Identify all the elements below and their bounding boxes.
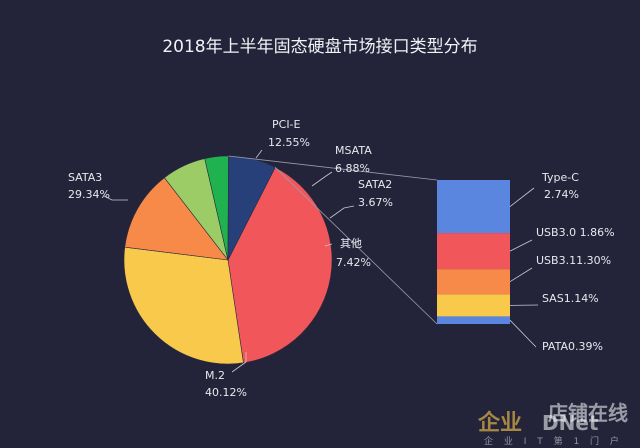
pie-value-5: 7.42% <box>336 256 371 269</box>
breakdown-leader-4 <box>509 319 537 348</box>
chart-title: 2018年上半年固态硬盘市场接口类型分布 <box>162 37 477 57</box>
breakdown-label-3: SAS1.14% <box>542 292 599 305</box>
breakdown-label-0: Type-C <box>541 171 579 184</box>
watermark-partial: 店铺在线 <box>548 401 628 425</box>
breakdown-leader-0 <box>509 187 535 207</box>
pie-value-2: 12.55% <box>268 136 310 149</box>
breakdown-leader-2 <box>509 267 533 283</box>
labels: Type-C 2.74% USB3.0 1.86% USB3.11.30% SAS1.1… <box>68 118 615 399</box>
watermark-tagline: 企 业 I T 第 1 门 户 <box>484 435 623 447</box>
pie-leader-3 <box>311 171 333 187</box>
breakdown-bar <box>228 155 510 325</box>
breakdown-label-0-value: 2.74% <box>544 188 579 201</box>
pie-label-2: PCI-E <box>272 118 301 131</box>
breakdown-segment-1 <box>437 233 510 270</box>
pie-leader-1 <box>103 195 128 201</box>
pie-slice-1 <box>123 246 244 365</box>
pie-label-1: SATA3 <box>68 171 102 184</box>
breakdown-leader-1 <box>509 239 533 252</box>
breakdown-segment-0 <box>437 180 510 234</box>
pie-value-1: 29.34% <box>68 188 110 201</box>
pie-leader-4 <box>329 205 355 219</box>
breakdown-label-2: USB3.11.30% <box>536 254 611 267</box>
pie-slice-0 <box>227 166 333 364</box>
pie-label-4: SATA2 <box>358 178 392 191</box>
pie-leader-5 <box>324 243 333 247</box>
watermark: 店铺在线 企业 DNet 企 业 I T 第 1 门 户 <box>477 401 628 447</box>
pie-label-5: 其他 <box>340 237 362 250</box>
connector-top <box>228 155 438 181</box>
breakdown-segment-4 <box>437 316 510 324</box>
watermark-logo: DNet <box>542 411 599 435</box>
pie-value-3: 6.88% <box>335 162 370 175</box>
breakdown-segment-3 <box>437 294 510 317</box>
watermark-brand: 企业 <box>477 410 522 436</box>
pie-label-0: M.2 <box>205 369 225 382</box>
breakdown-label-1: USB3.0 1.86% <box>536 226 615 239</box>
pie-label-3: MSATA <box>335 144 372 157</box>
connector-bottom <box>274 167 438 325</box>
pie-leader-2 <box>255 149 263 159</box>
breakdown-label-4: PATA0.39% <box>542 340 603 353</box>
pie-leader-0 <box>231 352 247 373</box>
breakdown-segment-2 <box>437 269 510 295</box>
pie-chart <box>123 155 333 365</box>
pie-slice-2 <box>124 177 229 261</box>
pie-value-0: 40.12% <box>205 386 247 399</box>
pie-value-4: 3.67% <box>358 196 393 209</box>
